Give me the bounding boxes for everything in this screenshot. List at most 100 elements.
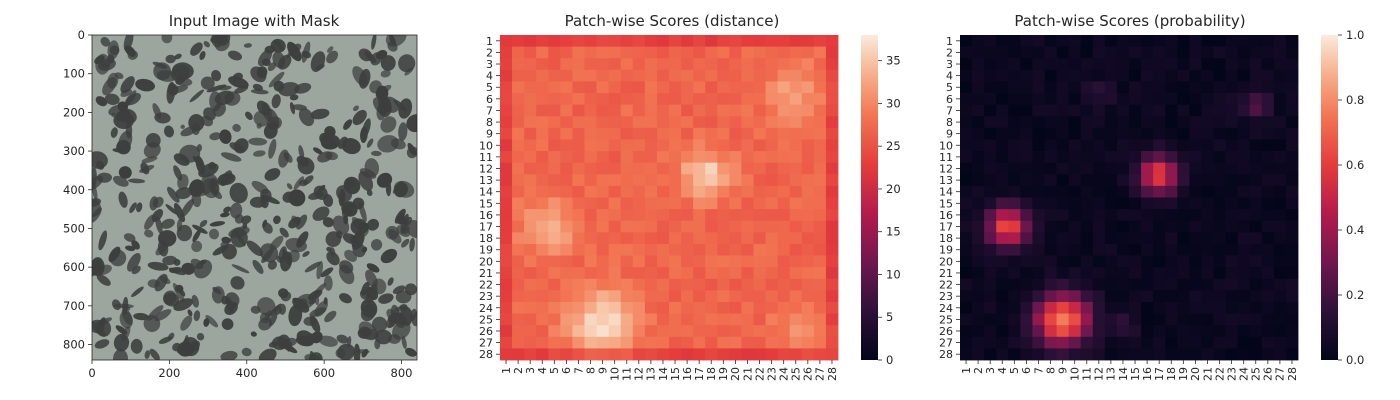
image-blotch (98, 230, 108, 251)
heatmap-cell (729, 220, 742, 233)
x-tick-label: 9 (1056, 367, 1069, 374)
image-blotch (301, 41, 311, 63)
heatmap-cell (1213, 220, 1226, 233)
heatmap-cell (1129, 46, 1142, 59)
heatmap-cell (524, 58, 537, 71)
image-blotch (336, 185, 353, 202)
heatmap-cell (1213, 46, 1226, 59)
heatmap-cell (1153, 93, 1166, 106)
heatmap-cell (1249, 267, 1263, 280)
heatmap-cell (1020, 232, 1033, 245)
heatmap-cell (1261, 278, 1275, 291)
heatmap-cell (1285, 127, 1299, 140)
heatmap-cell (536, 127, 549, 140)
heatmap-cell (524, 232, 537, 245)
heatmap-cell (693, 139, 706, 152)
heatmap-cell (984, 69, 997, 82)
heatmap-cell (524, 290, 537, 303)
heatmap-cell (693, 81, 706, 94)
heatmap-cell (1189, 185, 1202, 198)
heatmap-cell (972, 116, 985, 129)
heatmap-cell (753, 220, 766, 233)
heatmap-cell (669, 104, 682, 117)
heatmap-cell (825, 104, 839, 117)
heatmap-cell (1116, 46, 1130, 59)
heatmap-cell (777, 232, 791, 245)
heatmap-cell (1285, 255, 1299, 268)
heatmap-cell (717, 197, 730, 210)
heatmap-cell (1080, 116, 1094, 129)
heatmap-cell (608, 209, 622, 222)
heatmap-cell (1080, 151, 1094, 164)
heatmap-cell (524, 313, 537, 326)
heatmap-cell (656, 127, 670, 140)
heatmap-cell (801, 58, 815, 71)
heatmap-cell (1261, 232, 1275, 245)
heatmap-cell (1249, 35, 1263, 48)
image-blotch (380, 248, 398, 264)
heatmap-cell (753, 197, 766, 210)
image-blotch (173, 153, 190, 166)
heatmap-cell (1285, 267, 1299, 280)
heatmap-cell (548, 232, 561, 245)
heatmap-cell (1044, 278, 1057, 291)
heatmap-cell (1177, 197, 1190, 210)
y-tick-label: 9 (486, 128, 493, 141)
heatmap-cell (729, 139, 742, 152)
heatmap-cell (972, 185, 985, 198)
heatmap-cell (632, 69, 646, 82)
x-tick-label: 1 (960, 367, 973, 374)
y-tick-label: 12 (479, 162, 493, 175)
heatmap-cell (789, 325, 803, 338)
heatmap-cell (693, 232, 706, 245)
heatmap-cell (524, 174, 537, 187)
image-blotch (403, 216, 413, 227)
heatmap-cell (560, 162, 573, 175)
heatmap-cell (1261, 69, 1275, 82)
heatmap-cell (644, 348, 658, 361)
heatmap-cell (693, 325, 706, 338)
heatmap-cell (656, 325, 670, 338)
image-blotch (268, 71, 285, 88)
heatmap-cell (741, 197, 754, 210)
heatmap-cell (681, 313, 694, 326)
heatmap-cell (596, 313, 610, 326)
image-blotch (162, 290, 177, 306)
heatmap-cell (1141, 336, 1154, 349)
heatmap-cell (500, 278, 513, 291)
heatmap-cell (765, 104, 779, 117)
heatmap-cell (765, 255, 779, 268)
x-tick-label: 28 (1286, 367, 1299, 381)
heatmap-cell (644, 255, 658, 268)
heatmap-cell (1116, 232, 1130, 245)
image-blotch (320, 134, 341, 150)
heatmap-cell (1285, 232, 1299, 245)
heatmap-cell (1261, 290, 1275, 303)
heatmap-cell (596, 93, 610, 106)
heatmap-cell (512, 197, 525, 210)
heatmap-cell (1044, 104, 1057, 117)
heatmap-cell (1068, 104, 1082, 117)
y-tick-label: 1 (946, 35, 953, 48)
heatmap-cell (632, 104, 646, 117)
heatmap-cell (572, 336, 585, 349)
heatmap-cell (512, 46, 525, 59)
heatmap-cell (1032, 174, 1045, 187)
heatmap-cell (669, 116, 682, 129)
heatmap-cell (669, 325, 682, 338)
image-blotch (325, 151, 338, 161)
heatmap-cell (524, 151, 537, 164)
heatmap-cell (500, 220, 513, 233)
heatmap-cell (1153, 46, 1166, 59)
heatmap-cell (1177, 93, 1190, 106)
heatmap-cell (1285, 278, 1299, 291)
heatmap-cell (1237, 185, 1251, 198)
heatmap-cell (536, 35, 549, 48)
heatmap-cell (512, 325, 525, 338)
heatmap-cell (1008, 313, 1021, 326)
heatmap-cell (741, 104, 754, 117)
heatmap-cell (620, 290, 634, 303)
heatmap-cell (789, 69, 803, 82)
heatmap-cell (801, 336, 815, 349)
heatmap-cell (1153, 255, 1166, 268)
